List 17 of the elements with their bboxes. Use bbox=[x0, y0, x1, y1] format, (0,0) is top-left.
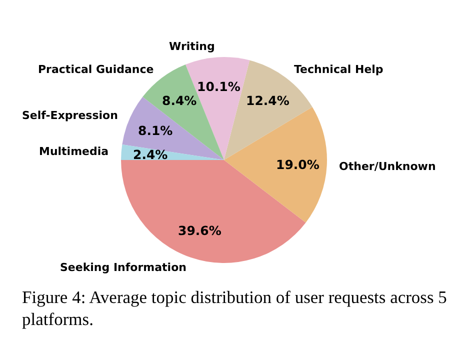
data-label: 2.4% bbox=[133, 147, 168, 162]
data-label: 12.4% bbox=[246, 93, 290, 108]
pie-slice bbox=[224, 107, 327, 223]
data-label: 8.1% bbox=[138, 123, 174, 138]
slice-label: Seeking Information bbox=[60, 261, 186, 274]
slice-label: Technical Help bbox=[294, 63, 384, 76]
data-label: 39.6% bbox=[178, 223, 222, 238]
slice-label: Multimedia bbox=[39, 145, 109, 158]
slice-label: Writing bbox=[169, 40, 215, 53]
data-label: 19.0% bbox=[276, 157, 320, 172]
caption: Figure 4: Average topic distribution of user requests across 5 platforms. bbox=[22, 286, 448, 330]
pie-slice bbox=[122, 96, 224, 160]
slice-label: Practical Guidance bbox=[38, 63, 154, 76]
data-label: 10.1% bbox=[197, 79, 241, 94]
slice-label: Self-Expression bbox=[22, 109, 118, 122]
slice-label: Other/Unknown bbox=[339, 160, 436, 173]
data-label: 8.4% bbox=[162, 93, 198, 108]
